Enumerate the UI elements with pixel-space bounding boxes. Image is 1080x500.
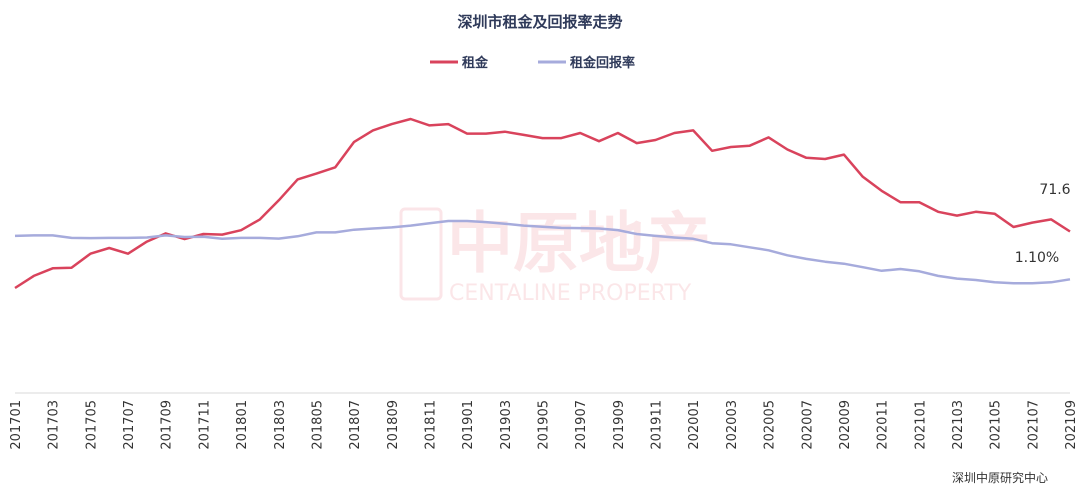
legend-label-rent: 租金 — [462, 55, 489, 71]
legend: 租金 租金回报率 — [430, 55, 635, 71]
x-tick-label: 201805 — [310, 400, 325, 450]
x-tick-label: 201705 — [84, 400, 99, 450]
yield-line — [14, 219, 1071, 285]
x-tick-label: 201909 — [612, 400, 627, 450]
x-tick-label: 201701 — [9, 400, 24, 450]
rent-end-label: 71.6 — [1039, 182, 1070, 198]
x-tick-label: 202101 — [913, 400, 928, 450]
x-tick-label: 202105 — [989, 400, 1004, 450]
watermark-seal — [399, 207, 443, 301]
x-tick-label: 201707 — [122, 400, 137, 450]
x-tick-label: 201905 — [537, 400, 552, 450]
x-tick-label: 202005 — [763, 400, 778, 450]
watermark-en: CENTALINE PROPERTY — [449, 281, 692, 306]
x-tick-label: 202103 — [951, 400, 966, 450]
watermark-cn: 中原地产 — [447, 205, 711, 282]
x-tick-label: 201911 — [650, 400, 665, 450]
x-tick-label: 201903 — [499, 400, 514, 450]
x-tick-label: 201709 — [160, 400, 175, 450]
x-tick-label: 202001 — [687, 400, 702, 450]
x-tick-label: 201807 — [348, 400, 363, 450]
chart-title: 深圳市租金及回报率走势 — [457, 13, 622, 31]
x-tick-label: 201803 — [273, 400, 288, 450]
x-tick-label: 202109 — [1064, 400, 1079, 450]
x-tick-label: 201809 — [386, 400, 401, 450]
legend-label-yield: 租金回报率 — [570, 55, 635, 71]
yield-end-label: 1.10% — [1015, 250, 1059, 266]
x-tick-label: 201703 — [47, 400, 62, 450]
x-tick-label: 201801 — [235, 400, 250, 450]
source-note: 深圳中原研究中心 — [952, 470, 1048, 485]
series-group — [14, 117, 1071, 290]
x-tick-label: 202107 — [1026, 400, 1041, 450]
x-tick-label: 202007 — [800, 400, 815, 450]
x-tick-label: 201907 — [574, 400, 589, 450]
x-tick-label: 201811 — [424, 400, 439, 450]
x-tick-label: 201711 — [197, 400, 212, 450]
x-axis-ticks: 201701 201703 201705 201707 201709 201711 2018… — [9, 400, 1079, 450]
x-tick-label: 202003 — [725, 400, 740, 450]
x-tick-label: 201901 — [461, 400, 476, 450]
x-tick-label: 202009 — [838, 400, 853, 450]
watermark: 中原地产 CENTALINE PROPERTY — [399, 205, 711, 306]
x-tick-label: 202011 — [876, 400, 891, 450]
